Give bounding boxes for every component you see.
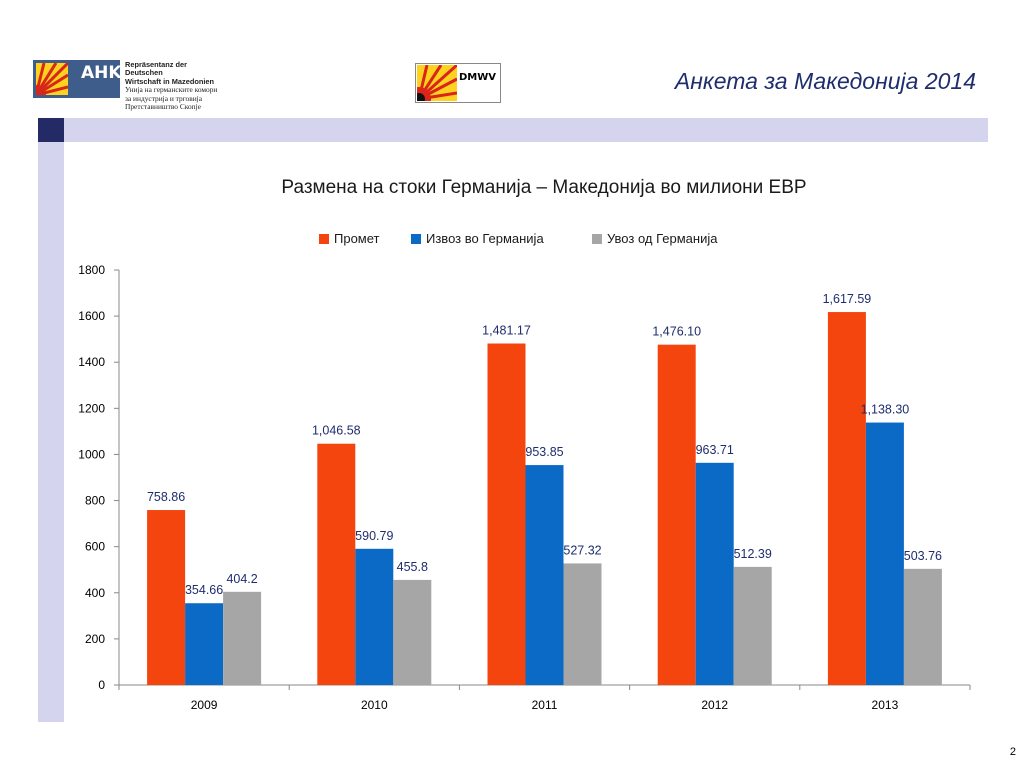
- y-tick-label: 0: [98, 678, 105, 692]
- band-left: [38, 142, 64, 722]
- bar: [865, 422, 904, 685]
- bar: [185, 603, 224, 685]
- data-label: 527.32: [563, 543, 601, 557]
- band-square: [38, 118, 64, 142]
- band-top: [64, 118, 988, 142]
- legend-swatch: [319, 234, 329, 244]
- data-label: 1,617.59: [823, 292, 872, 306]
- bar: [487, 343, 526, 685]
- data-label: 1,138.30: [861, 403, 910, 417]
- data-label: 1,481.17: [482, 324, 531, 338]
- y-tick-label: 200: [85, 632, 105, 646]
- ahk-line-4: за индустрија и трговија: [125, 93, 202, 103]
- legend: Промет Извоз во Германија Увоз од Германиј…: [319, 231, 718, 246]
- ahk-text: Repräsentanz der Deutschen Wirtschaft in…: [125, 60, 225, 112]
- bar: [393, 579, 432, 685]
- bar: [657, 344, 696, 685]
- ahk-line-5: Претставништво Скопје: [125, 102, 201, 112]
- bar: [695, 462, 734, 685]
- data-label: 455.8: [397, 560, 428, 574]
- bar: [563, 563, 602, 685]
- y-tick-label: 400: [85, 586, 105, 600]
- legend-swatch: [411, 234, 421, 244]
- y-tick-label: 1800: [78, 263, 105, 277]
- x-tick-label: 2009: [191, 698, 218, 712]
- page-title: Анкета за Македонија 2014: [674, 68, 976, 94]
- data-labels: 758.86 1,046.58 1,481.17 1,476.10 1,617.59 35…: [147, 292, 942, 597]
- bar: [903, 568, 942, 685]
- legend-label: Промет: [334, 231, 380, 246]
- ahk-badge: AHK: [33, 60, 122, 98]
- dmwv-logo: DMWV: [415, 63, 501, 103]
- y-tick-label: 1000: [78, 447, 105, 461]
- chart-title: Размена на стоки Германија – Македонија …: [281, 177, 806, 198]
- legend-label: Извоз во Германија: [426, 231, 544, 246]
- bar: [525, 465, 564, 685]
- sun-emblem-icon: [36, 63, 68, 95]
- y-tick-label: 600: [85, 540, 105, 554]
- page-number: 2: [1009, 746, 1016, 758]
- legend-swatch: [592, 234, 602, 244]
- ahk-line-3: Унија на германските комори: [125, 85, 218, 95]
- bar: [147, 510, 186, 685]
- data-label: 503.76: [904, 549, 942, 563]
- dmwv-text: DMWV: [459, 72, 497, 83]
- data-label: 1,046.58: [312, 424, 361, 438]
- x-tick-label: 2013: [872, 698, 899, 712]
- y-tick-label: 1600: [78, 309, 105, 323]
- data-label: 404.2: [226, 572, 257, 586]
- bar: [733, 566, 772, 685]
- ahk-logo: AHK Repräsentanz der Deutschen Wirtschaf…: [33, 60, 223, 111]
- data-label: 590.79: [355, 529, 393, 543]
- bars: [147, 312, 942, 685]
- ahk-line-1: Repräsentanz der Deutschen: [125, 60, 188, 78]
- data-label: 1,476.10: [652, 325, 701, 339]
- data-label: 758.86: [147, 490, 185, 504]
- y-tick-label: 1400: [78, 355, 105, 369]
- bar: [317, 443, 356, 685]
- bar: [355, 548, 394, 685]
- data-label: 354.66: [185, 583, 223, 597]
- data-label: 512.39: [734, 547, 772, 561]
- ahk-line-2: Wirtschaft in Mazedonien: [125, 76, 215, 86]
- x-tick-label: 2010: [361, 698, 388, 712]
- y-tick-label: 1200: [78, 401, 105, 415]
- legend-label: Увоз од Германија: [607, 231, 718, 246]
- ahk-letters: AHK: [81, 63, 122, 83]
- x-tick-label: 2012: [701, 698, 728, 712]
- bar: [827, 312, 866, 685]
- bar: [223, 591, 262, 685]
- x-tick-label: 2011: [532, 698, 558, 712]
- dmwv-sun-icon: [417, 65, 457, 101]
- data-label: 963.71: [696, 443, 734, 457]
- y-tick-label: 800: [85, 494, 105, 508]
- data-label: 953.85: [525, 445, 563, 459]
